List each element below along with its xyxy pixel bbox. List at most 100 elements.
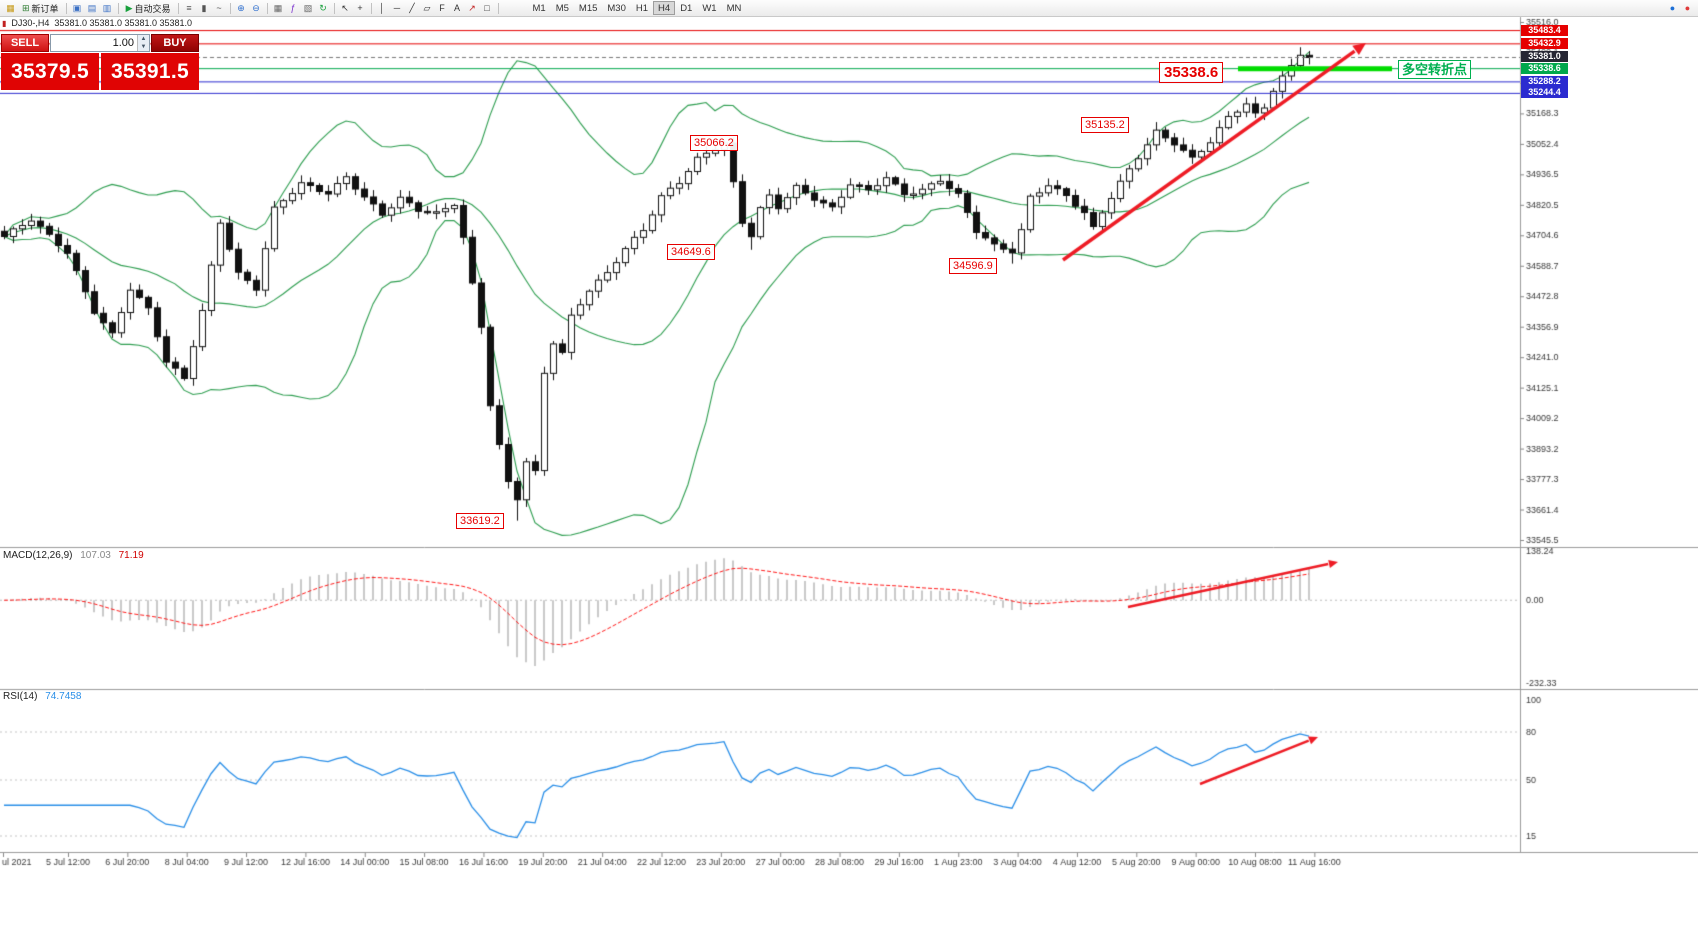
refresh-icon[interactable]: ↻ (316, 1, 331, 15)
buy-price[interactable]: 35391.5 (101, 53, 199, 90)
timeframe-h4-button[interactable]: H4 (653, 1, 676, 15)
indicators-button[interactable]: ƒ (286, 1, 301, 15)
toolbar-separator (370, 2, 372, 14)
timeframe-w1-button[interactable]: W1 (702, 2, 717, 14)
toolbar-separator (229, 2, 231, 14)
sell-button[interactable]: SELL (1, 34, 49, 52)
arrow-tool-icon[interactable]: ↗ (465, 1, 480, 15)
volume-stepper[interactable]: 1.00 ▲ ▼ (50, 34, 150, 52)
resistance-tag-2[interactable]: 35432.9 (1521, 38, 1568, 49)
volume-decrease-button[interactable]: ▼ (138, 43, 149, 51)
data-window-icon[interactable]: ▤ (85, 1, 100, 15)
rsi-value: 74.7458 (45, 691, 82, 702)
templates-icon[interactable]: ▧ (301, 1, 316, 15)
horizontal-line-icon: ─ (393, 3, 401, 13)
support-tag-1[interactable]: 35288.2 (1521, 76, 1568, 87)
bar-chart-icon[interactable]: ≡ (182, 1, 197, 15)
timeframe-m5-button[interactable]: M5 (555, 2, 569, 14)
line-chart-icon: ~ (216, 3, 222, 13)
fibonacci-icon: F (439, 3, 445, 13)
terminal-icon[interactable]: ▦ (3, 1, 18, 15)
buy-button[interactable]: BUY (151, 34, 199, 52)
macd-main-value: 107.03 (80, 550, 111, 561)
community-icon[interactable]: ● (1669, 3, 1676, 13)
terminal-icon: ▦ (6, 2, 15, 13)
zoom-out-button[interactable]: ⊖ (249, 1, 264, 15)
label-35135[interactable]: 35135.2 (1081, 117, 1129, 133)
timeframe-m30-button[interactable]: M30 (607, 2, 626, 14)
market-watch-icon[interactable]: ▣ (70, 1, 85, 15)
line-chart-icon[interactable]: ~ (212, 1, 227, 15)
toolbar-separator (333, 2, 335, 14)
toolbar-separator (65, 2, 67, 14)
time-axis[interactable] (0, 853, 1520, 873)
cursor-icon[interactable]: ↖ (338, 1, 353, 15)
notifications-icon[interactable]: ● (1684, 3, 1691, 13)
label-33619[interactable]: 33619.2 (456, 513, 504, 529)
macd-name: MACD(12,26,9) (3, 550, 73, 561)
market-watch-icon: ▣ (72, 2, 82, 13)
chart-ohlc-values: 35381.0 35381.0 35381.0 35381.0 (54, 18, 193, 28)
text-tool-icon[interactable]: A (450, 1, 465, 15)
one-click-trading-panel: SELL 1.00 ▲ ▼ BUY 35379.5 35391.5 (1, 34, 199, 90)
chart-symbol-label: DJ30-,H4 (11, 18, 50, 28)
volume-value[interactable]: 1.00 (112, 37, 134, 49)
indicators-icon: ƒ (290, 3, 296, 13)
label-34596[interactable]: 34596.9 (949, 258, 997, 274)
pivot-price-label[interactable]: 35338.6 (1159, 62, 1224, 83)
toolbar-separator (117, 2, 119, 14)
trendline-icon[interactable]: ╱ (405, 1, 420, 15)
candlestick-chart-icon[interactable]: ▮ (197, 1, 212, 15)
rsi-indicator-label: RSI(14) 74.7458 (3, 691, 81, 702)
support-tag-2[interactable]: 35244.4 (1521, 87, 1568, 98)
tile-windows-icon[interactable]: ▦ (271, 1, 286, 15)
fibonacci-icon[interactable]: F (435, 1, 450, 15)
chart-tab[interactable]: ▮ DJ30-,H4 35381.0 35381.0 35381.0 35381… (2, 17, 192, 29)
sell-price[interactable]: 35379.5 (1, 53, 99, 90)
tile-windows-icon: ▦ (273, 2, 283, 13)
templates-icon: ▧ (303, 2, 313, 13)
navigator-icon: ▥ (102, 2, 112, 13)
arrow-tool-icon: ↗ (468, 2, 476, 13)
new-order-button[interactable]: ⊞ 新订单 (18, 1, 63, 15)
label-34649[interactable]: 34649.6 (667, 244, 715, 260)
channel-icon: ▱ (423, 2, 431, 13)
current-price-tag[interactable]: 35381.0 (1521, 51, 1568, 62)
cursor-icon: ↖ (341, 2, 349, 13)
timeframe-m1-button[interactable]: M1 (532, 2, 546, 14)
price-axis[interactable] (1520, 17, 1698, 853)
timeframe-d1-button[interactable]: D1 (680, 2, 693, 14)
label-35066[interactable]: 35066.2 (690, 135, 738, 151)
timeframe-m15-button[interactable]: M15 (578, 2, 598, 14)
text-tool-icon: A (453, 3, 460, 13)
bar-chart-icon: ≡ (186, 3, 192, 13)
chart-symbol-icon: ▮ (2, 18, 7, 28)
zoom-in-button[interactable]: ⊕ (234, 1, 249, 15)
pivot-text-label[interactable]: 多空转折点 (1398, 60, 1472, 79)
volume-increase-button[interactable]: ▲ (138, 35, 149, 43)
refresh-icon: ↻ (319, 2, 327, 13)
rsi-name: RSI(14) (3, 691, 38, 702)
shapes-icon[interactable]: □ (480, 1, 495, 15)
zoom-out-icon: ⊖ (252, 2, 260, 13)
vertical-line-icon: │ (379, 3, 385, 13)
auto-trading-button[interactable]: ▶ 自动交易 (122, 1, 175, 15)
timeframe-h1-button[interactable]: H1 (635, 2, 649, 14)
macd-signal-value: 71.19 (118, 550, 144, 561)
channel-icon[interactable]: ▱ (420, 1, 435, 15)
shapes-icon: □ (484, 3, 490, 13)
pivot-price-tag[interactable]: 35338.6 (1521, 63, 1568, 74)
navigator-icon[interactable]: ▥ (100, 1, 115, 15)
candlestick-chart-icon: ▮ (201, 2, 207, 13)
trendline-icon: ╱ (409, 2, 415, 13)
zoom-in-icon: ⊕ (237, 2, 245, 13)
new-order-button-label: 新订单 (31, 3, 59, 14)
main-toolbar: ▦ ⊞ 新订单 ▣ ▤ ▥ ▶ 自动交易 ≡ ▮ ~ ⊕ ⊖ ▦ ƒ ▧ ↻ ↖ + │ ─ ╱ ▱ F A ↗ □ M1 M5 M15 M… (0, 0, 1698, 17)
toolbar-separator (497, 2, 499, 14)
timeframe-mn-button[interactable]: MN (726, 2, 742, 14)
crosshair-icon[interactable]: + (353, 1, 368, 15)
horizontal-line-icon[interactable]: ─ (390, 1, 405, 15)
vertical-line-icon[interactable]: │ (375, 1, 390, 15)
resistance-tag-1[interactable]: 35483.4 (1521, 25, 1568, 36)
